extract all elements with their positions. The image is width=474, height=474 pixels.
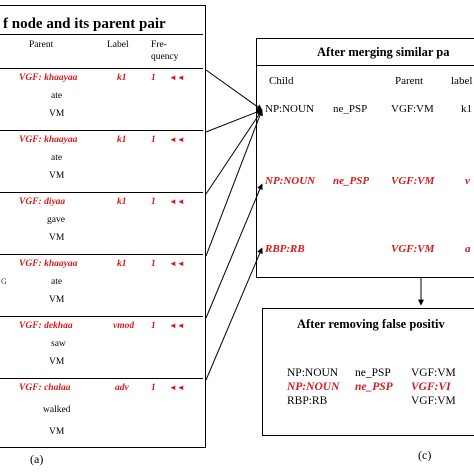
arrow-line: [205, 109, 263, 133]
merge-row-child: NP:NOUN: [265, 103, 314, 115]
merge-header-child: Child: [269, 75, 294, 87]
remove-row-parent: VGF:VM: [411, 367, 456, 379]
parent-tag: VGF: khaayaa: [19, 135, 78, 145]
parent-tag: VGF: khaayaa: [19, 73, 78, 83]
label-cell: k1: [117, 73, 127, 83]
pos-cell: VM: [49, 171, 65, 181]
caption-a: (a): [30, 452, 44, 466]
remove-row-psp: ne_PSP: [355, 367, 391, 379]
pos-cell: VM: [49, 295, 65, 305]
table-row: VGF: khaayaa k1 1 ◄◄ ate VM: [0, 68, 203, 126]
word-cell: ate: [51, 91, 63, 101]
pos-cell: VM: [49, 233, 65, 243]
frequency-cell: 1: [151, 135, 156, 145]
frequency-cell: 1: [151, 383, 156, 393]
word-cell: ate: [51, 277, 63, 287]
table-title: f node and its parent pair: [3, 16, 166, 32]
merge-row-child: RBP:RB: [265, 243, 305, 255]
merge-row-psp: ne_PSP: [333, 175, 370, 187]
label-cell: k1: [117, 197, 127, 207]
merge-title: After merging similar pa: [317, 45, 450, 59]
merge-row-psp: ne_PSP: [333, 103, 368, 115]
merge-row-label: a: [465, 243, 471, 255]
merge-arrows: [205, 69, 424, 381]
frequency-cell: 1: [151, 197, 156, 207]
word-cell: saw: [51, 339, 66, 349]
remove-false-positives-box: After removing false positiv NP:NOUN ne_…: [262, 308, 474, 436]
arrow-line: [205, 69, 263, 111]
arrow-icon: ◄◄: [169, 321, 185, 330]
table-row: VGF: diyaa k1 1 ◄◄ gave VM: [0, 192, 203, 250]
merge-box: After merging similar pa Child Parent la…: [256, 38, 474, 278]
merge-row-parent: VGF:VM: [391, 243, 435, 255]
arrow-line: [205, 247, 263, 381]
table-row: VGF: khaayaa k1 1 ◄◄ ate VM: [0, 130, 203, 188]
title-divider: [0, 34, 203, 35]
merge-header-parent: Parent: [395, 75, 424, 87]
arrow-line: [205, 183, 263, 319]
merge-row-parent: VGF:VM: [391, 103, 434, 115]
arrow-line: [205, 109, 263, 195]
arrow-icon: ◄◄: [169, 73, 185, 82]
remove-row-parent: VGF:VI: [411, 381, 451, 393]
word-cell: ate: [51, 153, 63, 163]
table-row: VGF: chalaa adv 1 ◄◄ walked VM: [0, 378, 203, 445]
arrow-line: [205, 109, 263, 257]
row-fragment: G: [1, 277, 7, 286]
arrow-icon: ◄◄: [169, 383, 185, 392]
merge-row-label: k1: [461, 103, 472, 115]
table-row: G VGF: khaayaa k1 1 ◄◄ ate VM: [0, 254, 203, 312]
merge-title-divider: [257, 65, 474, 66]
label-cell: k1: [117, 135, 127, 145]
frequency-cell: 1: [151, 73, 156, 83]
merge-row-label: v: [465, 175, 470, 187]
remove-row-child: RBP:RB: [287, 395, 328, 407]
remove-row-psp: ne_PSP: [355, 381, 393, 393]
frequency-cell: 1: [151, 259, 156, 269]
word-cell: walked: [43, 405, 71, 415]
remove-row-parent: VGF:VM: [411, 395, 456, 407]
frequency-cell: 1: [151, 321, 156, 331]
label-cell: vmod: [113, 321, 135, 331]
header-label: Label: [107, 40, 129, 50]
arrow-icon: ◄◄: [169, 259, 185, 268]
label-cell: adv: [115, 383, 129, 393]
node-parent-table: f node and its parent pair Parent Label …: [0, 5, 206, 448]
word-cell: gave: [47, 215, 65, 225]
arrow-icon: ◄◄: [169, 135, 185, 144]
table-row: VGF: dekhaa vmod 1 ◄◄ saw VM: [0, 316, 203, 374]
remove-row-child: NP:NOUN: [287, 381, 340, 393]
header-parent: Parent: [29, 40, 54, 50]
parent-tag: VGF: khaayaa: [19, 259, 78, 269]
pos-cell: VM: [49, 357, 65, 367]
parent-tag: VGF: dekhaa: [19, 321, 73, 331]
merge-header-label: label: [451, 75, 473, 87]
remove-title: After removing false positiv: [297, 317, 445, 331]
parent-tag: VGF: chalaa: [19, 383, 71, 393]
merge-row-child: NP:NOUN: [265, 175, 316, 187]
pos-cell: VM: [49, 427, 65, 437]
remove-row-child: NP:NOUN: [287, 367, 339, 379]
parent-tag: VGF: diyaa: [19, 197, 66, 207]
label-cell: k1: [117, 259, 127, 269]
pos-cell: VM: [49, 109, 65, 119]
header-frequency-1: Fre-: [151, 40, 167, 50]
header-frequency-2: quency: [151, 52, 179, 62]
caption-c: (c): [418, 448, 432, 462]
merge-row-parent: VGF:VM: [391, 175, 435, 187]
arrow-icon: ◄◄: [169, 197, 185, 206]
